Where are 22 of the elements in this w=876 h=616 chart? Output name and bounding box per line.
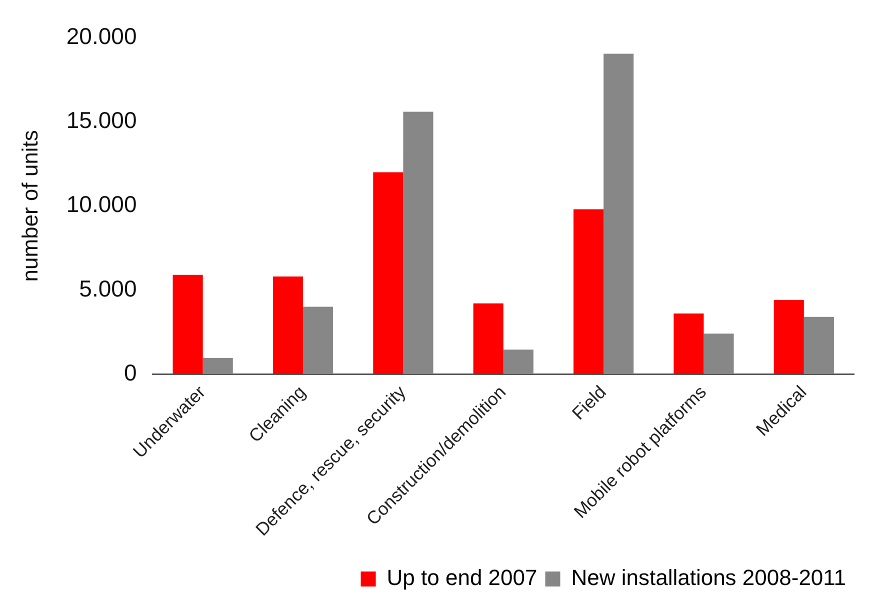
bar: [202, 358, 233, 374]
legend-label: New installations 2008-2011: [571, 565, 846, 590]
bar: [272, 276, 304, 374]
bar: [503, 350, 534, 374]
y-tick-label: 5.000: [79, 275, 137, 302]
bar: [674, 313, 704, 374]
bar: [574, 209, 604, 374]
y-axis-title: number of units: [17, 130, 42, 282]
y-tick-label: 20.000: [66, 23, 137, 50]
legend-label: Up to end 2007: [386, 565, 538, 590]
bar: [473, 303, 504, 374]
y-tick-label: 10.000: [66, 191, 137, 218]
bar: [804, 316, 834, 374]
bar: [373, 172, 404, 374]
bar: [303, 306, 334, 374]
bar: [172, 274, 203, 374]
y-tick-label: 15.000: [66, 107, 137, 134]
bar: [403, 112, 434, 374]
bar: [774, 300, 804, 374]
bar: [704, 334, 734, 374]
bar: [604, 54, 634, 374]
y-tick-label: 0: [124, 359, 137, 386]
